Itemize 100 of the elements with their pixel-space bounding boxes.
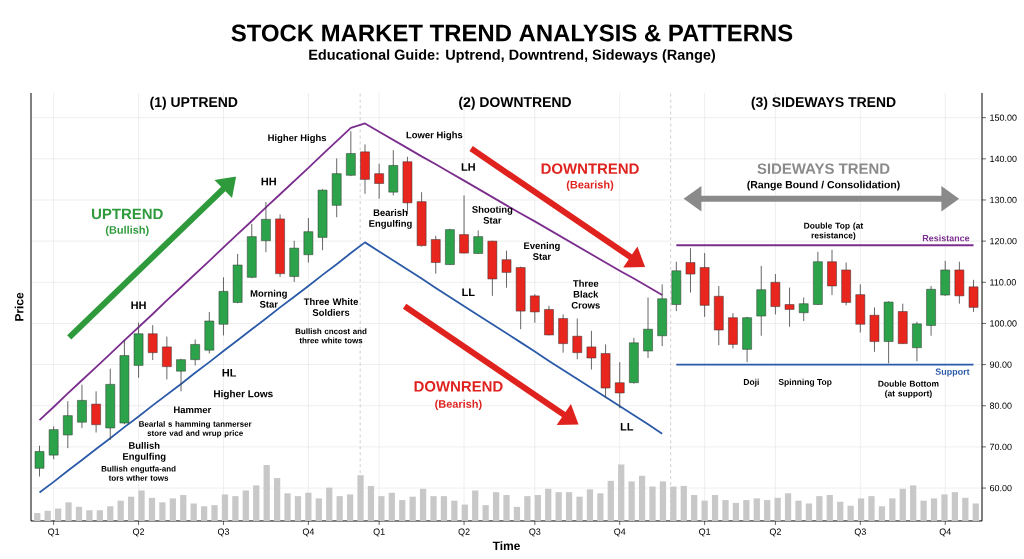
annotation: Doji — [743, 378, 759, 387]
annotation: (Bullish) — [105, 225, 149, 236]
candlestick — [572, 318, 583, 360]
bar — [294, 496, 302, 521]
bar — [878, 506, 886, 521]
x-tick-label: Q4 — [302, 528, 315, 537]
bar — [910, 485, 917, 521]
y-tick-label: 60.00 — [989, 484, 1012, 492]
bar — [190, 503, 197, 521]
annotation: SIDEWAYS TREND — [757, 163, 890, 174]
bar — [221, 494, 229, 521]
bar — [659, 481, 667, 521]
bar — [232, 496, 239, 521]
candlestick — [685, 247, 696, 293]
x-tick-label: Q2 — [769, 528, 781, 537]
bar — [722, 500, 729, 521]
bar — [451, 500, 458, 521]
bar — [972, 503, 979, 521]
annotation: Higher Highs — [268, 134, 327, 144]
bar — [54, 508, 62, 521]
bar — [513, 506, 521, 521]
y-tick-label: 130.00 — [990, 196, 1017, 204]
x-tick-label: Q3 — [854, 528, 866, 537]
bar — [607, 480, 614, 521]
x-tick-label: Q2 — [133, 528, 145, 537]
bar — [545, 488, 552, 521]
bar — [837, 501, 844, 521]
bar — [148, 497, 156, 521]
bar — [503, 495, 510, 521]
bar — [941, 494, 948, 521]
bar — [711, 495, 719, 521]
y-tick-label: 90.00 — [989, 361, 1012, 368]
bar — [680, 485, 687, 521]
bar — [86, 510, 93, 521]
y-tick-label: 150.00 — [990, 114, 1017, 121]
bar — [367, 485, 375, 521]
candlestick — [459, 195, 469, 254]
bar — [889, 498, 896, 521]
bar — [524, 496, 531, 521]
candlestick — [190, 339, 200, 366]
annotation: (3) SIDEWAYS TREND — [751, 96, 896, 110]
candlestick — [430, 235, 441, 275]
bar — [795, 500, 802, 521]
bar — [628, 481, 635, 521]
bar — [868, 496, 875, 521]
bar — [670, 486, 677, 521]
bar — [127, 496, 135, 521]
bar — [357, 475, 364, 521]
bar — [315, 498, 322, 521]
annotation: (Bearish) — [435, 399, 482, 411]
annotation: Three Black Crows — [571, 279, 600, 309]
annotation: (1) UPTREND — [150, 96, 238, 110]
annotation: UPTREND — [92, 208, 163, 220]
x-tick-label: Q1 — [373, 528, 385, 537]
annotation: HH — [261, 177, 276, 186]
y-tick-label: 110.00 — [990, 279, 1016, 286]
annotation: LL — [462, 288, 475, 296]
bar — [284, 493, 291, 521]
annotation: Higher Lows — [214, 389, 273, 400]
bar — [618, 464, 625, 521]
candlestick — [473, 230, 483, 255]
bar — [565, 492, 573, 521]
bar — [691, 495, 698, 521]
bar — [701, 500, 708, 521]
bar — [75, 506, 83, 521]
y-tick-label: 80.00 — [989, 402, 1012, 409]
candlestick — [77, 384, 87, 429]
bar — [263, 465, 270, 521]
candlestick — [614, 361, 625, 409]
bar — [242, 490, 249, 521]
chart-subtitle: Educational Guide: Uptrend, Downtrend, Sideways (Range) — [309, 49, 716, 63]
bar — [169, 498, 176, 521]
bar — [534, 495, 541, 521]
bar — [899, 488, 906, 521]
series-label: Support — [935, 368, 970, 377]
annotation: (2) DOWNTREND — [459, 96, 571, 110]
bar — [305, 492, 312, 521]
bar — [847, 505, 854, 521]
candlestick — [912, 321, 922, 362]
bar — [774, 497, 781, 521]
bar — [409, 496, 416, 521]
candlestick — [968, 279, 979, 313]
candlestick — [643, 297, 653, 359]
bar — [430, 496, 437, 521]
y-tick-label: 100.00 — [990, 320, 1017, 327]
bar — [461, 504, 468, 521]
candlestick — [63, 400, 73, 449]
annotation: Double Bottom (at support) — [878, 380, 939, 399]
annotation: Lower Highs — [406, 131, 463, 141]
annotation: Shooting Star — [472, 205, 513, 224]
bar — [96, 510, 103, 521]
annotation: LH — [461, 163, 475, 171]
annotation: LL — [620, 422, 634, 431]
bar — [107, 506, 114, 521]
bar — [732, 502, 740, 521]
bar — [117, 500, 124, 521]
annotation: Spinning Top — [778, 378, 832, 387]
bar — [492, 492, 500, 521]
bar — [138, 490, 145, 521]
bar — [805, 503, 813, 521]
